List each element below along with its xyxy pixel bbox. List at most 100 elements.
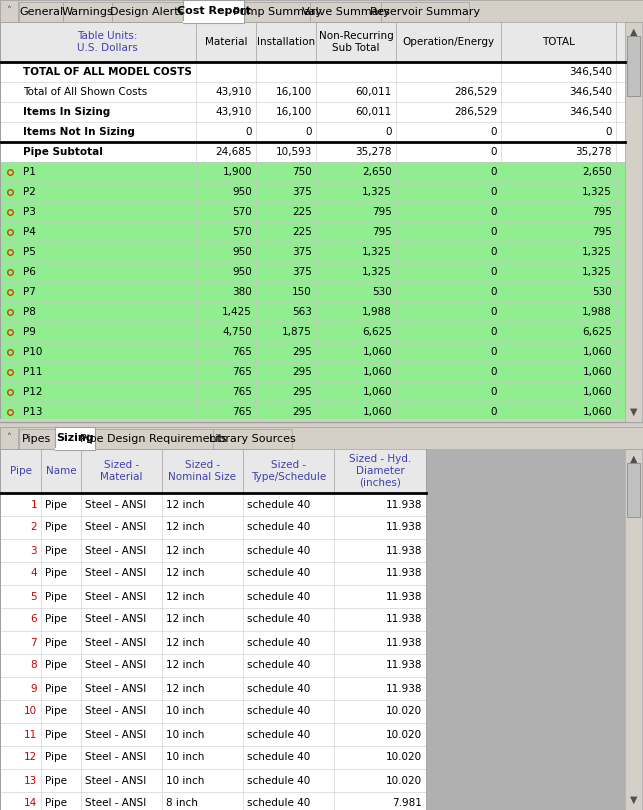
Text: 295: 295 [292, 387, 312, 397]
Bar [1, 222, 625, 242]
Bar [1, 382, 625, 402]
Text: Pipe: Pipe [45, 684, 67, 693]
Text: 346,540: 346,540 [569, 87, 612, 97]
Text: Steel - ANSI: Steel - ANSI [85, 752, 146, 762]
Text: P10: P10 [23, 347, 42, 357]
Text: schedule 40: schedule 40 [247, 730, 311, 740]
Text: Pump Summary: Pump Summary [233, 7, 322, 17]
Text: 8: 8 [30, 660, 37, 671]
Text: ▲: ▲ [629, 454, 637, 464]
Text: 950: 950 [232, 267, 252, 277]
Text: P5: P5 [23, 247, 36, 257]
Text: Reservoir Summary: Reservoir Summary [370, 7, 480, 17]
Bar [55, 427, 95, 450]
Bar [1, 302, 625, 322]
Text: 9: 9 [30, 684, 37, 693]
Text: 0: 0 [491, 407, 497, 417]
Bar [19, 429, 55, 449]
Bar [19, 2, 64, 22]
Text: Pipe: Pipe [45, 637, 67, 647]
Text: schedule 40: schedule 40 [247, 706, 311, 717]
Text: Pipe: Pipe [45, 799, 67, 808]
Text: schedule 40: schedule 40 [247, 660, 311, 671]
Text: 1,060: 1,060 [583, 347, 612, 357]
Text: schedule 40: schedule 40 [247, 522, 311, 532]
Text: schedule 40: schedule 40 [247, 500, 311, 509]
Text: 0: 0 [246, 127, 252, 137]
Text: 11.938: 11.938 [386, 660, 422, 671]
Bar [1, 449, 426, 493]
Text: 6,625: 6,625 [582, 327, 612, 337]
Text: 7: 7 [30, 637, 37, 647]
Text: schedule 40: schedule 40 [247, 637, 311, 647]
Bar [0, 427, 643, 449]
Bar [1, 342, 625, 362]
Text: ▼: ▼ [629, 407, 637, 417]
Bar [1, 322, 625, 342]
Text: 375: 375 [292, 187, 312, 197]
Text: Pipe: Pipe [45, 545, 67, 556]
Text: Pipe: Pipe [45, 752, 67, 762]
Text: 12 inch: 12 inch [166, 545, 204, 556]
Text: 14: 14 [24, 799, 37, 808]
Text: 11.938: 11.938 [386, 500, 422, 509]
Text: 563: 563 [292, 307, 312, 317]
Bar [0, 22, 643, 422]
Text: Total of All Shown Costs: Total of All Shown Costs [23, 87, 147, 97]
Text: Pipe: Pipe [45, 591, 67, 602]
Bar [1, 562, 426, 585]
Text: 2: 2 [30, 522, 37, 532]
Text: Steel - ANSI: Steel - ANSI [85, 522, 146, 532]
Text: Steel - ANSI: Steel - ANSI [85, 500, 146, 509]
Text: 0: 0 [491, 187, 497, 197]
Text: 530: 530 [372, 287, 392, 297]
Text: 60,011: 60,011 [356, 87, 392, 97]
Text: 6,625: 6,625 [362, 327, 392, 337]
Bar [1, 262, 625, 282]
Text: 765: 765 [232, 347, 252, 357]
Bar [64, 2, 112, 22]
Text: 4,750: 4,750 [222, 327, 252, 337]
Text: schedule 40: schedule 40 [247, 775, 311, 786]
Text: 16,100: 16,100 [276, 87, 312, 97]
Text: 43,910: 43,910 [215, 87, 252, 97]
Text: P2: P2 [23, 187, 36, 197]
Text: 5: 5 [30, 591, 37, 602]
Text: 12 inch: 12 inch [166, 569, 204, 578]
Text: 11: 11 [24, 730, 37, 740]
Bar [1, 402, 625, 422]
Text: Steel - ANSI: Steel - ANSI [85, 730, 146, 740]
Bar [627, 463, 640, 517]
Text: Items In Sizing: Items In Sizing [23, 107, 110, 117]
Bar [1, 654, 426, 677]
Text: 225: 225 [292, 227, 312, 237]
Bar [627, 36, 640, 96]
Text: 60,011: 60,011 [356, 107, 392, 117]
Text: P4: P4 [23, 227, 36, 237]
Text: 12 inch: 12 inch [166, 660, 204, 671]
Text: 4: 4 [30, 569, 37, 578]
Bar [1, 82, 625, 102]
Text: 1,060: 1,060 [363, 387, 392, 397]
Text: 1,988: 1,988 [582, 307, 612, 317]
Text: 35,278: 35,278 [575, 147, 612, 157]
Text: Pipe: Pipe [45, 660, 67, 671]
Text: Design Alerts: Design Alerts [110, 7, 185, 17]
Text: 795: 795 [372, 207, 392, 217]
Text: 0: 0 [491, 267, 497, 277]
Bar [1, 700, 426, 723]
Text: 1,875: 1,875 [282, 327, 312, 337]
Text: 8 inch: 8 inch [166, 799, 198, 808]
Text: 295: 295 [292, 347, 312, 357]
Bar [1, 122, 625, 142]
Text: 10.020: 10.020 [386, 752, 422, 762]
Text: 11.938: 11.938 [386, 545, 422, 556]
Text: 2,650: 2,650 [583, 167, 612, 177]
Text: 1,060: 1,060 [583, 387, 612, 397]
Text: P13: P13 [23, 407, 42, 417]
Bar [1, 182, 625, 202]
Text: 295: 295 [292, 367, 312, 377]
Bar [1, 746, 426, 769]
Text: 11.938: 11.938 [386, 637, 422, 647]
Bar [1, 62, 625, 82]
